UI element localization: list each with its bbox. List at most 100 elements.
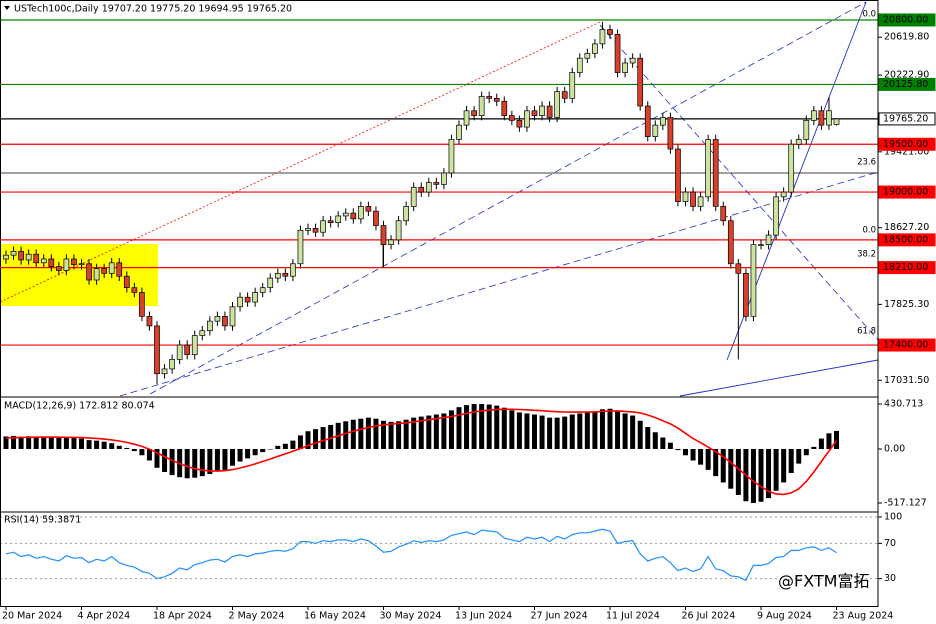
candle-body <box>765 234 772 245</box>
candle-body <box>531 110 538 116</box>
trend-line <box>599 24 879 341</box>
candle-body <box>199 330 206 336</box>
macd-bar <box>803 448 809 456</box>
chart-title: USTech100c,Daily 19707.20 19775.20 19694… <box>14 4 292 15</box>
x-tick-label: 26 Jul 2024 <box>682 611 736 622</box>
candle-body <box>592 43 598 54</box>
macd-bar <box>667 442 673 449</box>
candle-body <box>788 143 795 193</box>
macd-bar <box>773 448 779 491</box>
macd-bar <box>403 419 409 449</box>
candle-body <box>780 191 787 198</box>
y-tick-label: 430.713 <box>884 398 923 409</box>
candle-body <box>418 186 425 193</box>
candle-body <box>33 253 40 264</box>
candle-body <box>644 105 651 137</box>
candle-body <box>335 215 342 224</box>
macd-bar <box>720 448 726 483</box>
candle-body <box>705 139 712 198</box>
candle-body <box>516 120 523 128</box>
candle-body <box>501 100 508 116</box>
candle-body <box>297 229 304 265</box>
candle-body <box>471 110 477 116</box>
macd-bar <box>516 412 522 449</box>
level-label: 20125.80 <box>883 79 928 90</box>
macd-bar <box>358 418 364 449</box>
macd-bar <box>569 414 575 449</box>
macd-bar <box>826 433 832 449</box>
candle-body <box>40 258 47 264</box>
candle-body <box>93 268 100 281</box>
macd-bar <box>71 438 77 449</box>
x-tick-label: 20 Mar 2024 <box>2 611 62 622</box>
candle-body <box>342 212 349 217</box>
macd-bar <box>713 448 719 477</box>
candle-body <box>637 57 644 107</box>
macd-bar <box>448 410 454 449</box>
candle-body <box>252 292 258 303</box>
macd-bar <box>184 448 190 479</box>
y-tick-label: 19421.00 <box>884 146 929 157</box>
macd-bar <box>433 414 439 449</box>
candle-body <box>433 182 440 185</box>
level-tag <box>878 112 936 126</box>
macd-bar <box>381 420 386 449</box>
x-tick-label: 23 Aug 2024 <box>833 611 894 622</box>
macd-bar <box>101 441 107 449</box>
macd-bar <box>728 448 734 489</box>
macd-bar <box>162 448 168 472</box>
candle-body <box>667 117 674 150</box>
plot-layer: 0.0 23.6 0.0 38.2 61.8 <box>0 9 878 582</box>
rsi-title: RSI(14) 59.3871 <box>4 515 81 526</box>
level-tag <box>878 13 936 27</box>
candle-body <box>410 186 417 207</box>
candle-body <box>10 250 17 256</box>
macd-bar <box>705 448 711 470</box>
macd-bar <box>637 420 643 449</box>
candle-body <box>599 29 606 45</box>
candle-body <box>659 117 666 126</box>
macd-bar <box>479 404 485 449</box>
macd-bar <box>230 448 235 466</box>
candle-body <box>207 320 213 332</box>
macd-bar <box>365 417 371 449</box>
candle-body <box>327 220 334 224</box>
macd-bar <box>207 448 213 475</box>
macd-bar <box>562 416 568 449</box>
x-tick-label: 2 May 2024 <box>229 611 285 622</box>
y-tick-label: 20222.90 <box>884 70 929 81</box>
macd-bar <box>532 414 537 449</box>
candle-body <box>576 57 583 73</box>
candle-body <box>403 206 409 222</box>
candle-body <box>222 316 228 327</box>
candle-body <box>312 228 319 233</box>
candle-body <box>486 96 493 99</box>
macd-bar <box>3 436 9 449</box>
candle-body <box>191 335 198 355</box>
macd-bar <box>796 448 802 464</box>
y-tick-label: -517.127 <box>884 498 927 509</box>
level-tag <box>878 233 936 247</box>
candle-body <box>546 105 553 118</box>
macd-bar <box>267 448 273 450</box>
macd-bar <box>547 417 553 449</box>
menu-icon <box>4 6 10 10</box>
candle-body <box>274 272 281 279</box>
candle-body <box>78 263 85 266</box>
candle-body <box>244 296 251 303</box>
signal-line <box>5 408 838 496</box>
macd-bar <box>33 436 39 449</box>
macd-bar <box>192 448 198 478</box>
macd-bar <box>109 443 115 449</box>
candle-body <box>607 29 613 35</box>
macd-bar <box>577 413 583 449</box>
macd-bar <box>11 435 17 449</box>
macd-bar <box>426 415 432 449</box>
macd-bar <box>245 448 251 459</box>
fib-label: 23.6 <box>857 157 876 167</box>
macd-bar <box>735 448 741 495</box>
candle-body <box>735 263 742 274</box>
macd-bar <box>222 448 228 470</box>
candle-body <box>305 228 311 231</box>
